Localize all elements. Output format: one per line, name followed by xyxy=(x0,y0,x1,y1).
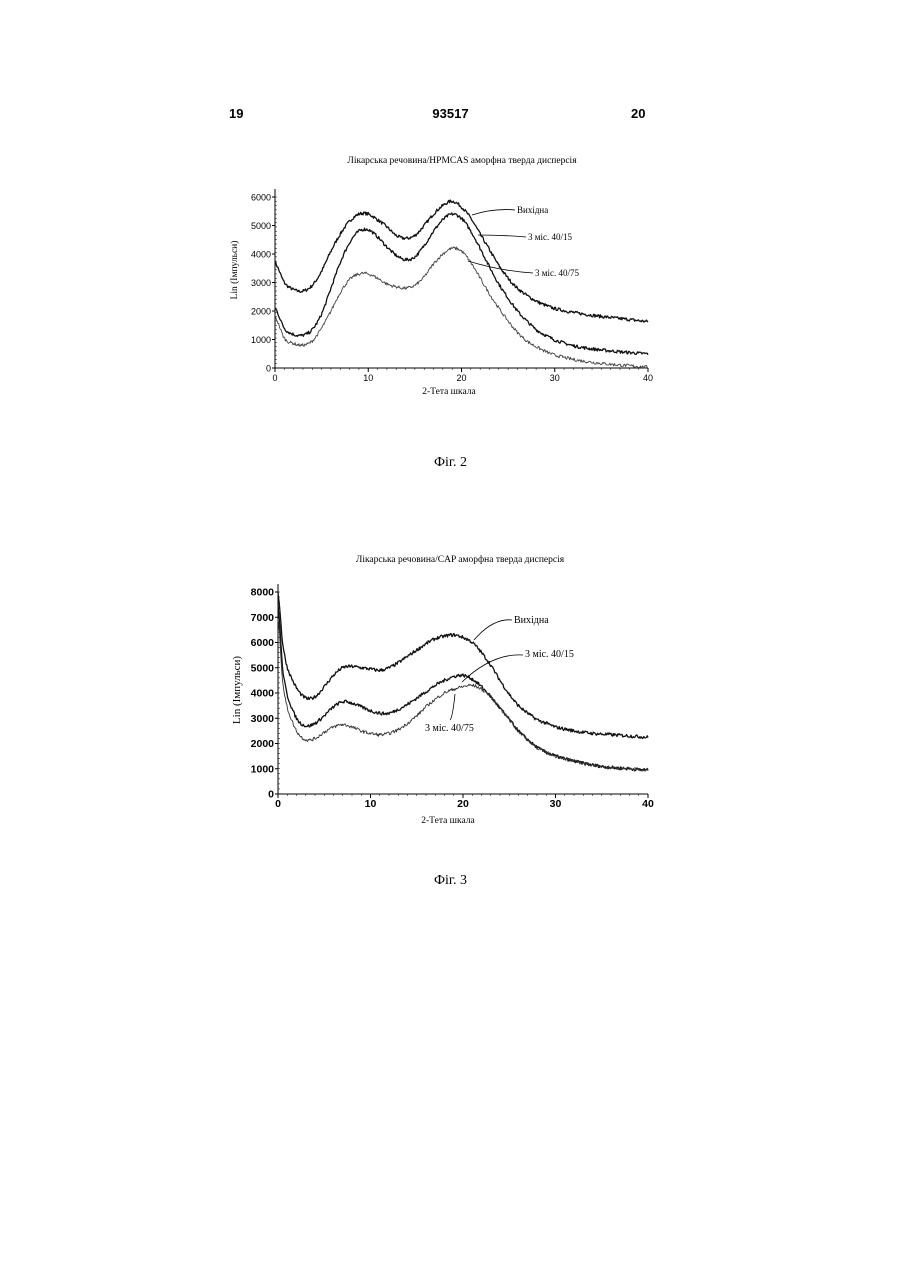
legend-label: 3 міс. 40/75 xyxy=(425,723,474,734)
chart-title: Лікарська речовина/HPMCAS аморфна тверда… xyxy=(347,155,577,166)
x-tick-label: 10 xyxy=(363,373,373,383)
series-line xyxy=(278,592,648,738)
series-line xyxy=(275,213,648,355)
y-tick-label: 2000 xyxy=(251,307,271,317)
x-tick-label: 20 xyxy=(456,373,466,383)
figure-3-caption: Фіг. 3 xyxy=(0,873,901,889)
y-tick-label: 8000 xyxy=(251,587,275,599)
legend-label: 3 міс. 40/75 xyxy=(535,268,579,278)
legend-label: Вихідна xyxy=(517,205,548,215)
y-tick-label: 0 xyxy=(268,789,274,801)
y-tick-label: 4000 xyxy=(251,250,271,260)
legend-leader-line xyxy=(478,235,526,237)
page-number-right: 20 xyxy=(631,106,645,121)
figure-3-chart: Лікарська речовина/CAP аморфна тверда ди… xyxy=(0,545,901,835)
y-tick-label: 6000 xyxy=(251,193,271,203)
x-axis-label: 2-Тета шкала xyxy=(422,387,476,397)
legend-label: 3 міс. 40/15 xyxy=(528,232,572,242)
y-tick-label: 5000 xyxy=(251,221,271,231)
y-axis-label: Lin (Імпульси) xyxy=(231,656,243,724)
y-tick-label: 4000 xyxy=(251,688,275,700)
legend-leader-line xyxy=(474,620,512,640)
legend-label: 3 міс. 40/15 xyxy=(525,649,574,660)
y-tick-label: 7000 xyxy=(251,612,275,624)
x-axis-label: 2-Тета шкала xyxy=(421,816,475,826)
y-tick-label: 5000 xyxy=(251,662,275,674)
y-tick-label: 1000 xyxy=(251,335,271,345)
x-tick-label: 20 xyxy=(457,798,469,810)
x-tick-label: 30 xyxy=(550,798,562,810)
y-tick-label: 3000 xyxy=(251,713,275,725)
x-tick-label: 30 xyxy=(550,373,560,383)
legend-label: Вихідна xyxy=(514,615,549,626)
y-tick-label: 0 xyxy=(266,364,271,374)
legend-leader-line xyxy=(472,210,515,215)
figure-2-caption: Фіг. 2 xyxy=(0,455,901,471)
x-tick-label: 10 xyxy=(365,798,377,810)
y-axis-label: Lin (Імпульси) xyxy=(229,241,240,300)
chart-series-group xyxy=(278,592,648,771)
x-tick-label: 40 xyxy=(642,798,654,810)
y-tick-label: 6000 xyxy=(251,637,275,649)
chart-series-group xyxy=(275,200,648,368)
x-tick-label: 0 xyxy=(272,373,277,383)
figure-2-chart: Лікарська речовина/HPMCAS аморфна тверда… xyxy=(0,150,901,410)
series-line xyxy=(278,619,648,772)
y-tick-label: 2000 xyxy=(251,738,275,750)
x-tick-label: 40 xyxy=(643,373,653,383)
legend-leader-line xyxy=(450,694,455,720)
page-header: 19 93517 20 xyxy=(0,106,901,126)
y-tick-label: 3000 xyxy=(251,278,271,288)
patent-number: 93517 xyxy=(0,106,901,121)
x-tick-label: 0 xyxy=(275,798,281,810)
y-tick-label: 1000 xyxy=(251,763,275,775)
chart-title: Лікарська речовина/CAP аморфна тверда ди… xyxy=(356,554,565,565)
legend-annotations: Вихідна 3 міс. 40/15 3 міс. 40/75 xyxy=(425,615,574,734)
